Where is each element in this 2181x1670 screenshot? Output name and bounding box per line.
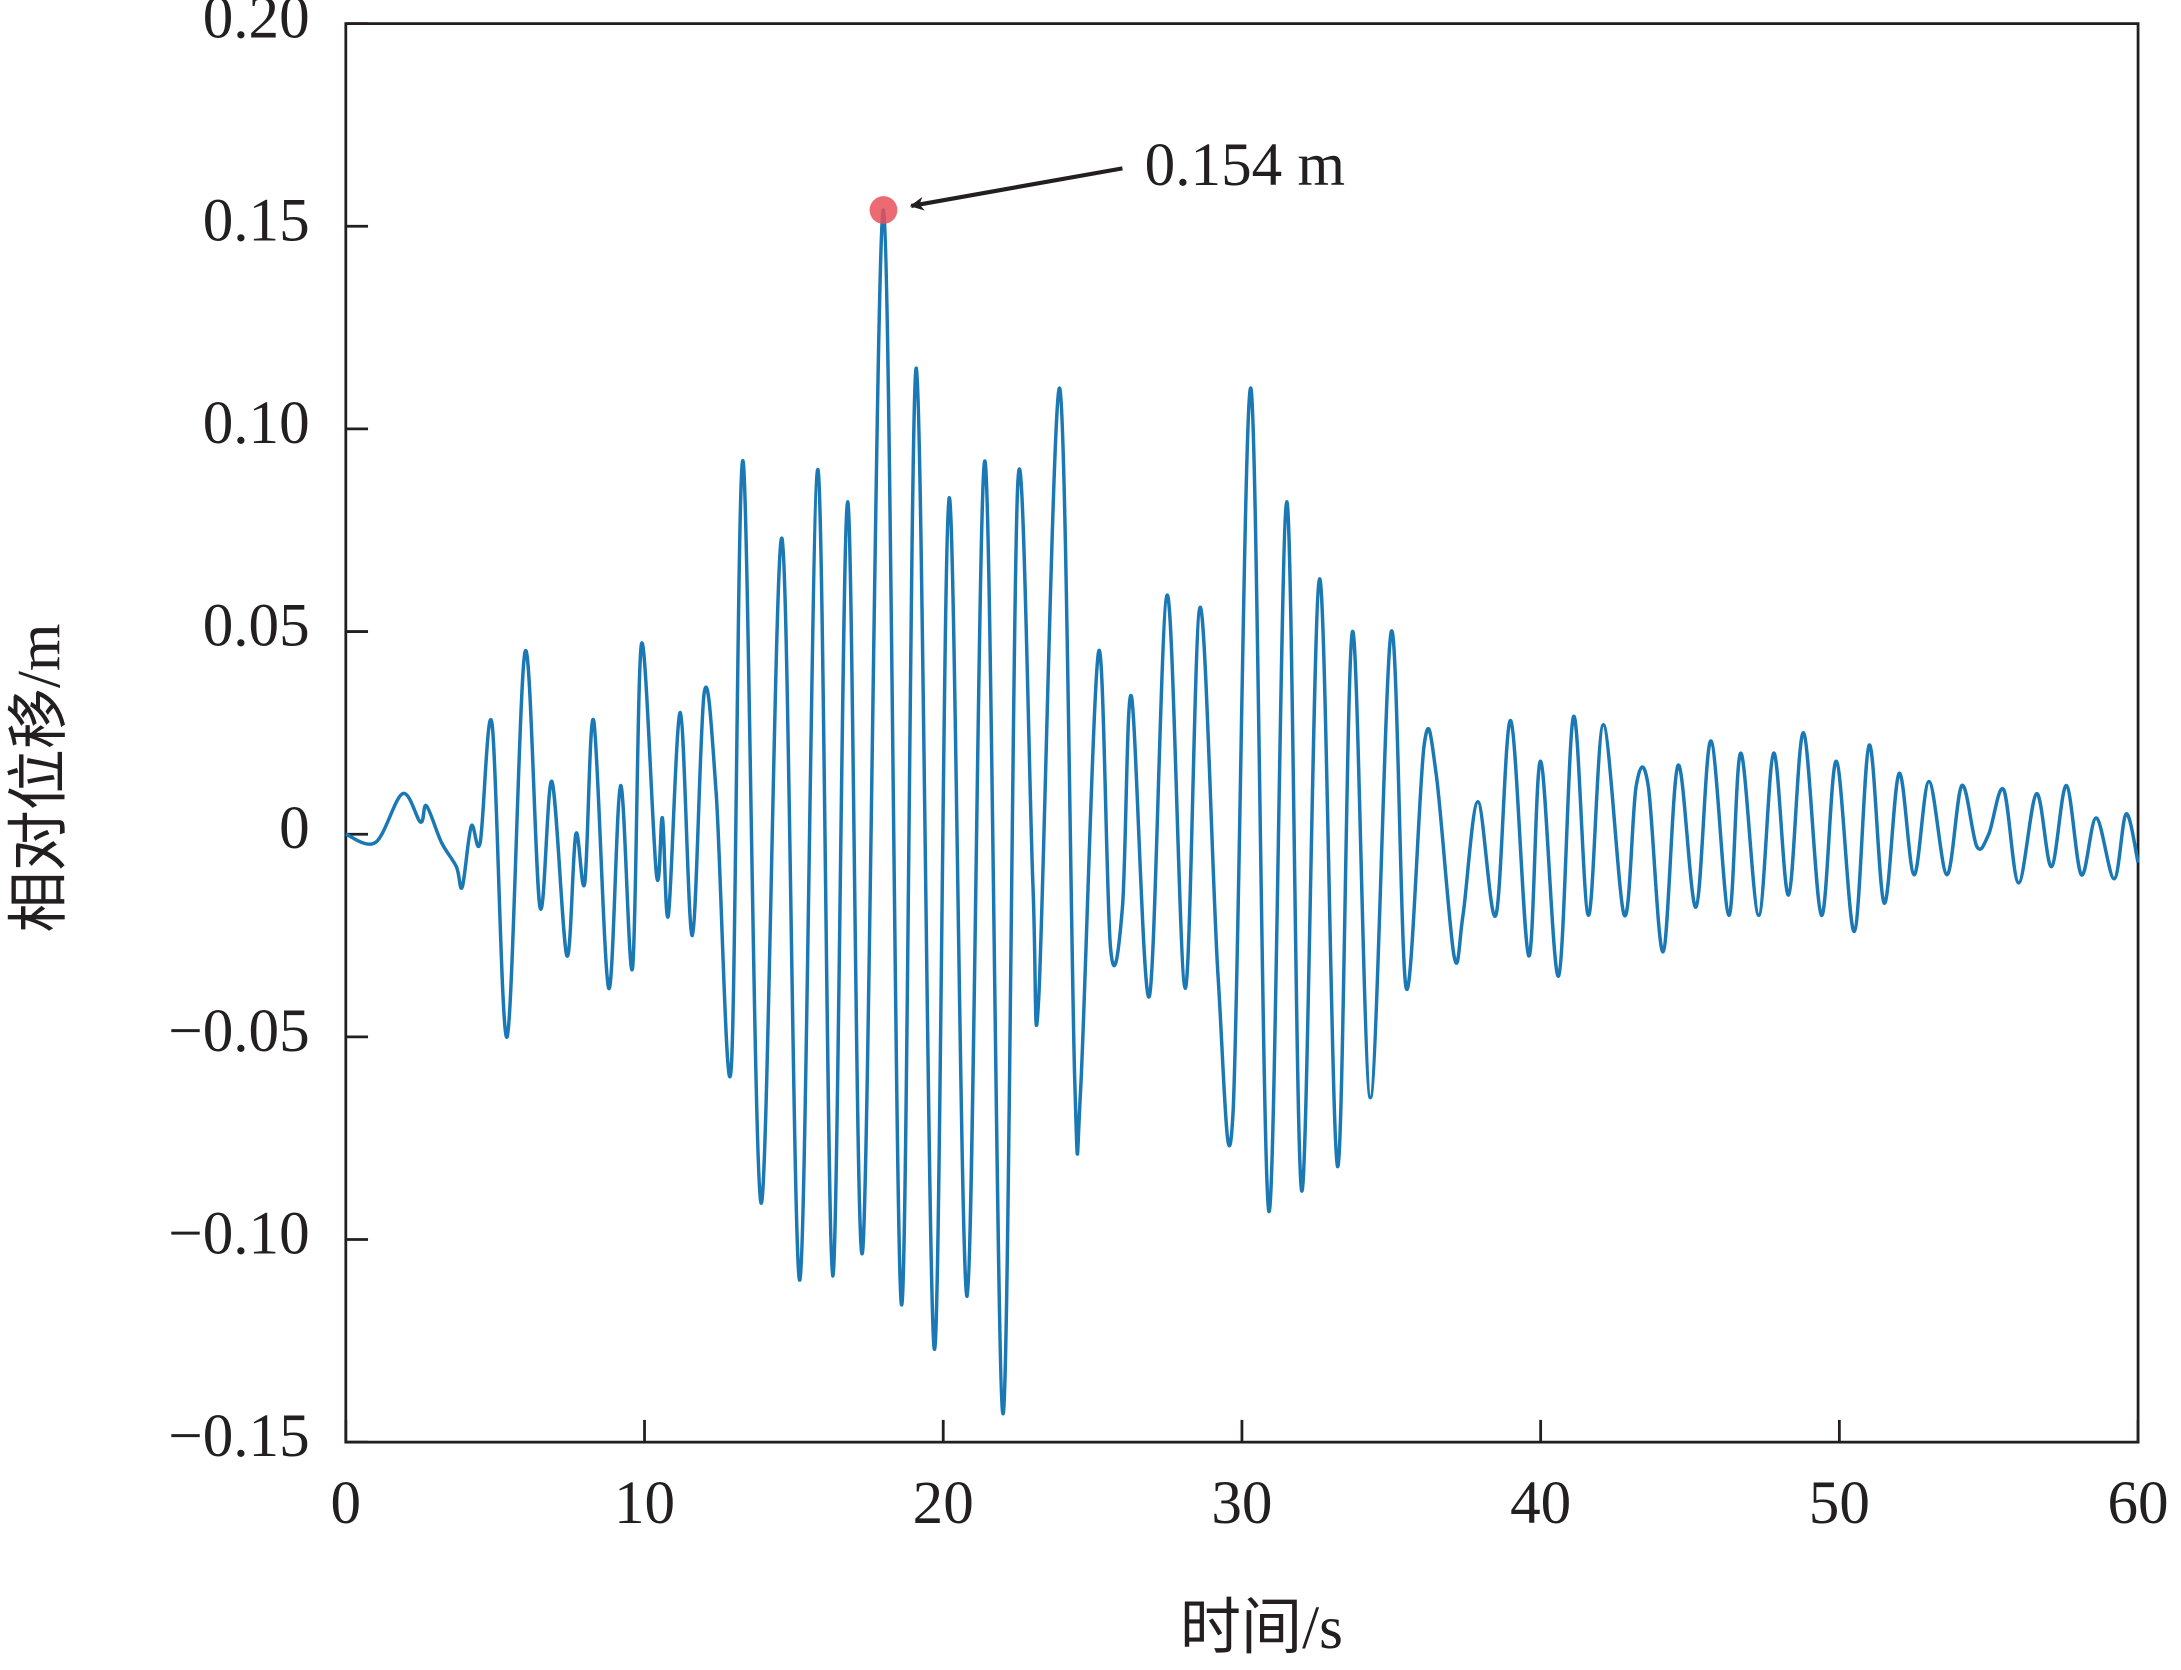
y-tick-label: 0.10 bbox=[203, 390, 310, 457]
y-tick-label: −0.10 bbox=[168, 1201, 309, 1268]
y-tick-label: 0.15 bbox=[203, 187, 310, 254]
data-line bbox=[345, 208, 2140, 1416]
x-tick-label: 60 bbox=[2108, 1470, 2169, 1537]
y-tick-label: 0 bbox=[279, 795, 310, 862]
x-tick-label: 0 bbox=[331, 1470, 362, 1537]
y-tick-label: 0.05 bbox=[203, 593, 310, 660]
x-tick-label: 40 bbox=[1510, 1470, 1571, 1537]
x-tick-label: 10 bbox=[614, 1470, 675, 1537]
peak-marker bbox=[869, 196, 898, 224]
y-tick-label: −0.15 bbox=[168, 1403, 309, 1470]
y-tick-label: −0.05 bbox=[168, 998, 309, 1065]
plot-frame bbox=[344, 22, 2140, 1444]
x-tick-label: 20 bbox=[913, 1470, 974, 1537]
y-tick-label: 0.20 bbox=[203, 0, 310, 52]
y-axis-label: 相对位移/m bbox=[7, 624, 74, 933]
x-axis-label: 时间/s bbox=[1180, 1595, 1343, 1662]
annotation-arrow bbox=[909, 166, 1123, 211]
annotation-text: 0.154 m bbox=[1145, 132, 1345, 199]
x-tick-label: 50 bbox=[1809, 1470, 1870, 1537]
x-tick-label: 30 bbox=[1211, 1470, 1272, 1537]
